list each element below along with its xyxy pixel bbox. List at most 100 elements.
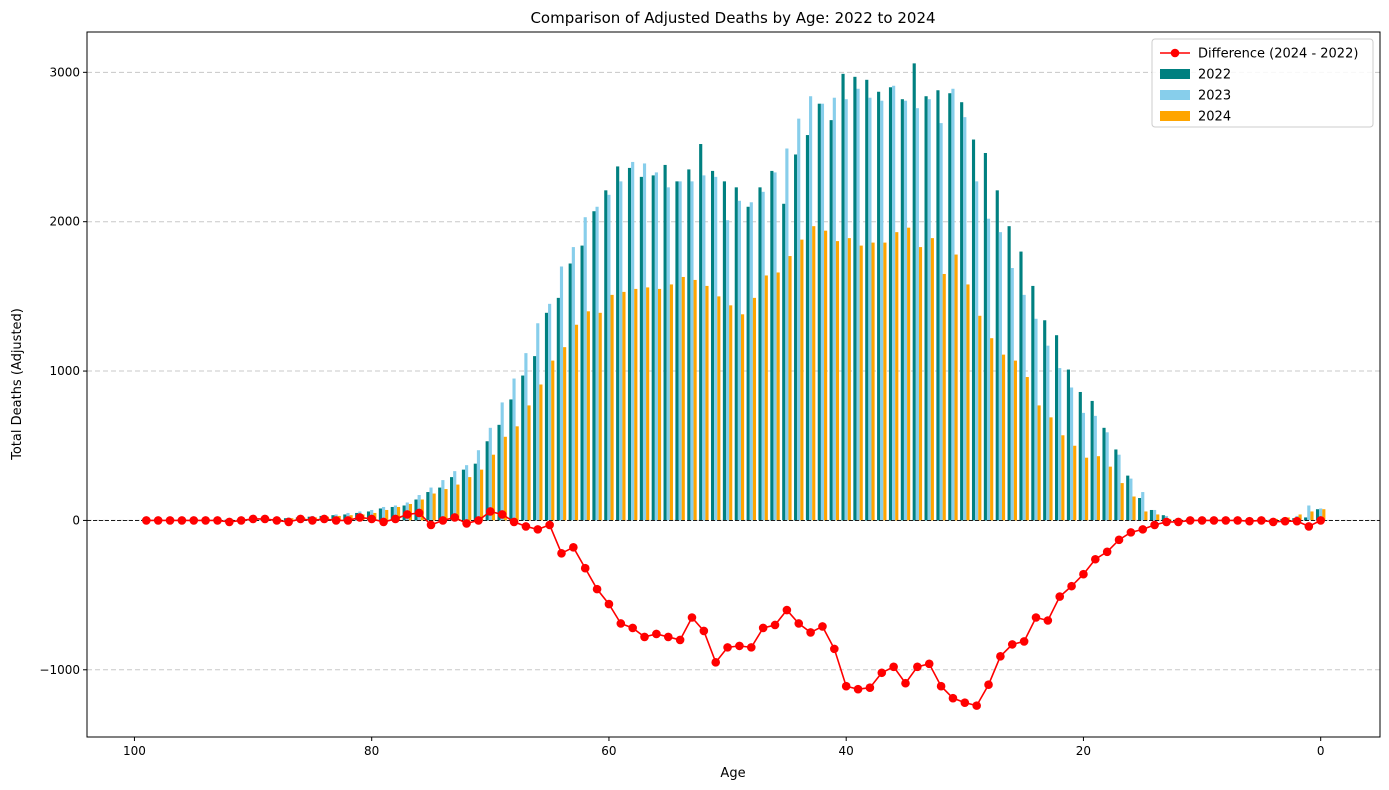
difference-point-age-1 bbox=[1304, 522, 1314, 531]
x-axis-label: Age bbox=[720, 766, 745, 781]
difference-point-age-67 bbox=[521, 522, 531, 531]
bar-2024-age-74 bbox=[444, 489, 448, 521]
difference-point-age-41 bbox=[830, 644, 839, 654]
bar-2023-age-40 bbox=[844, 99, 848, 521]
bar-2024-age-59 bbox=[622, 291, 626, 521]
bar-2024-age-53 bbox=[693, 279, 697, 521]
difference-point-age-2 bbox=[1292, 516, 1302, 526]
bar-2022-age-62 bbox=[580, 245, 584, 521]
bar-2023-age-63 bbox=[571, 247, 575, 521]
legend-label-Difference (2024 - 2022): Difference (2024 - 2022) bbox=[1198, 47, 1358, 62]
bar-2024-age-42 bbox=[824, 230, 828, 521]
bar-2023-age-14 bbox=[1153, 509, 1157, 521]
difference-point-age-45 bbox=[782, 605, 792, 615]
bar-2023-age-50 bbox=[726, 220, 730, 521]
legend-swatch-2022 bbox=[1160, 69, 1190, 79]
difference-point-age-65 bbox=[545, 520, 554, 530]
bar-2022-age-24 bbox=[1031, 285, 1035, 521]
bar-2024-age-57 bbox=[646, 287, 650, 521]
difference-point-age-7 bbox=[1233, 516, 1242, 525]
difference-point-age-25 bbox=[1019, 637, 1029, 646]
bar-2024-age-71 bbox=[480, 469, 484, 521]
difference-point-age-56 bbox=[652, 629, 661, 639]
bar-2022-age-49 bbox=[734, 187, 738, 521]
bar-2022-age-52 bbox=[699, 144, 703, 521]
bar-2024-age-40 bbox=[847, 238, 851, 521]
bar-2022-age-38 bbox=[865, 79, 869, 521]
bar-2022-age-31 bbox=[948, 93, 952, 521]
bar-2024-age-61 bbox=[598, 312, 602, 521]
bar-2022-age-40 bbox=[841, 73, 845, 521]
x-tick-label: 0 bbox=[1317, 744, 1325, 758]
difference-point-age-18 bbox=[1102, 547, 1112, 557]
bar-2024-age-19 bbox=[1096, 456, 1101, 521]
bar-2022-age-16 bbox=[1126, 475, 1130, 521]
difference-point-age-57 bbox=[640, 632, 649, 642]
legend-label-2024: 2024 bbox=[1198, 110, 1231, 125]
difference-point-age-59 bbox=[616, 619, 626, 628]
bar-2023-age-38 bbox=[868, 97, 872, 521]
difference-point-age-88 bbox=[272, 516, 282, 525]
difference-point-age-81 bbox=[355, 513, 365, 522]
bar-2023-age-54 bbox=[678, 181, 682, 521]
legend-swatch-2024 bbox=[1160, 111, 1190, 121]
bar-2022-age-18 bbox=[1102, 427, 1106, 521]
difference-point-age-82 bbox=[343, 516, 353, 525]
bar-2022-age-69 bbox=[497, 424, 501, 521]
bar-2023-age-76 bbox=[417, 495, 421, 521]
bar-2024-age-0 bbox=[1322, 509, 1326, 521]
difference-point-age-75 bbox=[426, 520, 436, 530]
bar-2022-age-79 bbox=[378, 508, 382, 521]
bar-2023-age-66 bbox=[536, 323, 540, 521]
bar-2024-age-60 bbox=[610, 294, 614, 521]
legend[interactable]: Difference (2024 - 2022) 2022 2023 2024 bbox=[1151, 38, 1374, 128]
bar-2024-age-23 bbox=[1049, 417, 1053, 521]
difference-point-age-16 bbox=[1126, 528, 1136, 537]
difference-point-age-23 bbox=[1043, 616, 1053, 625]
bar-2023-age-57 bbox=[642, 163, 647, 521]
bar-2023-age-78 bbox=[393, 505, 397, 521]
bar-2023-age-70 bbox=[488, 427, 492, 521]
bar-2022-age-14 bbox=[1149, 509, 1154, 521]
bar-2023-age-25 bbox=[1022, 294, 1026, 521]
bar-2022-age-67 bbox=[521, 375, 525, 521]
difference-point-age-44 bbox=[794, 619, 804, 628]
difference-point-age-83 bbox=[331, 516, 341, 525]
difference-line-path bbox=[146, 510, 1322, 707]
bar-2023-age-26 bbox=[1010, 268, 1014, 521]
difference-point-age-68 bbox=[509, 517, 519, 527]
bar-2024-age-35 bbox=[907, 227, 911, 521]
bar-2023-age-67 bbox=[524, 353, 528, 521]
y-tick-label: 2000 bbox=[49, 215, 80, 229]
bar-2022-age-22 bbox=[1055, 335, 1059, 521]
bar-2024-age-66 bbox=[539, 384, 543, 521]
bar-2024-age-29 bbox=[978, 315, 982, 521]
chart-title: Comparison of Adjusted Deaths by Age: 20… bbox=[530, 9, 935, 27]
bar-2023-age-15 bbox=[1141, 492, 1145, 521]
bar-2024-age-78 bbox=[396, 506, 401, 521]
bar-2023-age-73 bbox=[453, 471, 457, 521]
bar-2023-age-59 bbox=[619, 181, 623, 521]
difference-point-age-27 bbox=[996, 652, 1005, 661]
bar-2023-age-68 bbox=[512, 378, 516, 521]
plot-frame bbox=[86, 31, 1381, 738]
bar-2024-age-45 bbox=[788, 256, 792, 521]
bar-2023-age-27 bbox=[998, 232, 1002, 521]
bar-2023-age-33 bbox=[927, 99, 931, 521]
bar-2024-age-32 bbox=[942, 273, 946, 521]
difference-point-age-14 bbox=[1150, 520, 1159, 530]
bar-2023-age-47 bbox=[761, 191, 765, 521]
bar-2022-age-35 bbox=[900, 99, 904, 521]
difference-point-age-64 bbox=[557, 548, 566, 558]
bar-2024-age-63 bbox=[574, 324, 579, 521]
y-tick-label: 0 bbox=[72, 513, 80, 527]
bar-2023-age-53 bbox=[690, 181, 694, 521]
difference-point-age-22 bbox=[1055, 592, 1065, 601]
difference-point-age-54 bbox=[675, 635, 685, 645]
bar-2022-age-33 bbox=[924, 96, 928, 521]
difference-point-age-17 bbox=[1114, 535, 1124, 545]
difference-point-age-8 bbox=[1221, 516, 1231, 525]
bar-2023-age-28 bbox=[986, 218, 991, 521]
bar-2024-age-25 bbox=[1025, 377, 1029, 521]
bar-2024-age-18 bbox=[1108, 466, 1112, 521]
